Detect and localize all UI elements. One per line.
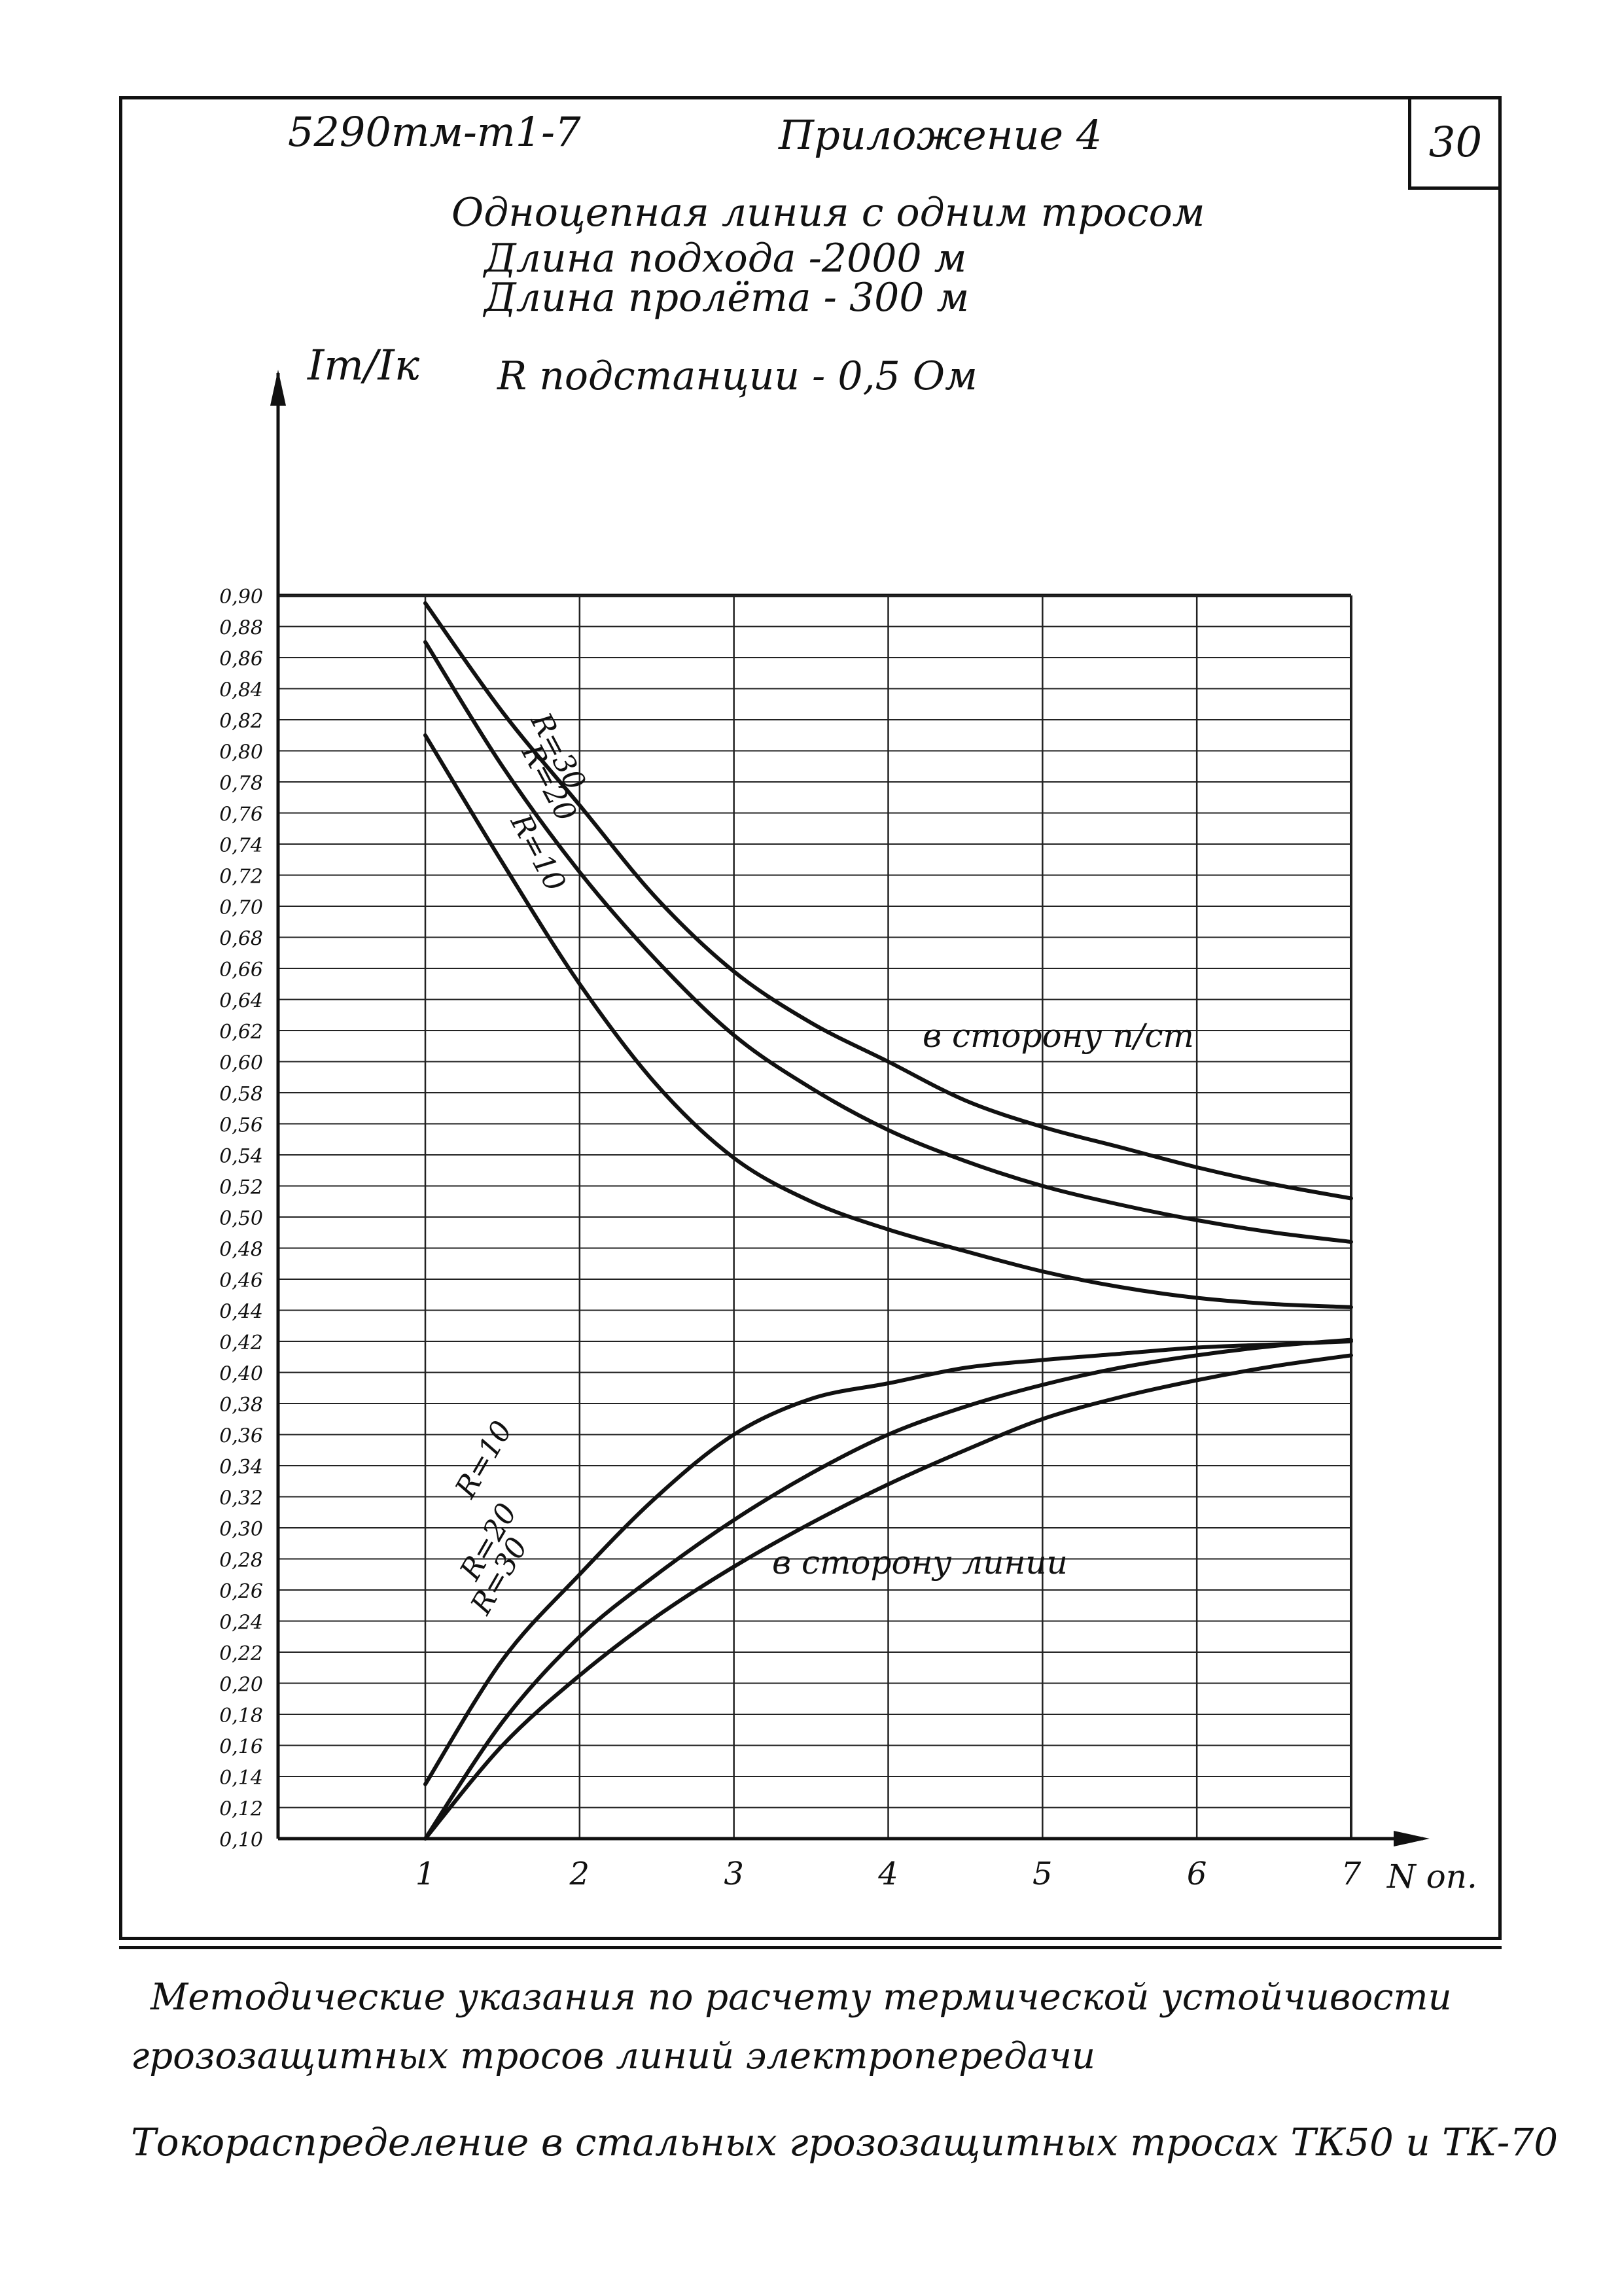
- sheet-number: 30: [1408, 98, 1500, 190]
- y-tick-label: 0,12: [219, 1798, 263, 1821]
- x-tick-label: 3: [724, 1856, 744, 1892]
- chart-title-line-2: Длина подхода -2000 м: [484, 236, 967, 281]
- y-tick-label: 0,26: [219, 1580, 263, 1603]
- chart-title-line-1: Одноцепная линия с одним тросом: [451, 190, 1205, 236]
- group-label-substation: в сторону п/ст: [923, 1017, 1194, 1055]
- y-tick-label: 0,86: [219, 648, 263, 671]
- y-tick-label: 0,66: [219, 959, 263, 981]
- y-tick-label: 0,74: [219, 834, 263, 857]
- document-code: 5290тм-т1-7: [288, 108, 581, 156]
- y-tick-label: 0,36: [219, 1425, 263, 1448]
- y-tick-label: 0,42: [219, 1332, 263, 1354]
- grid: [278, 593, 1352, 1839]
- footer-separator: [119, 1946, 1502, 1949]
- y-tick-label: 0,20: [219, 1674, 263, 1697]
- y-tick-label: 0,16: [219, 1736, 263, 1759]
- y-tick-label: 0,72: [219, 866, 263, 889]
- y-tick-label: 0,54: [219, 1145, 263, 1168]
- y-axis-label: Iт/Iк: [307, 342, 420, 390]
- y-tick-label: 0,68: [219, 928, 263, 951]
- y-tick-label: 0,64: [219, 990, 263, 1013]
- series-line-substation-r10: [423, 733, 1353, 1309]
- y-tick-label: 0,10: [219, 1829, 263, 1852]
- x-axis-label: N оп.: [1386, 1858, 1477, 1896]
- y-tick-label: 0,44: [219, 1301, 263, 1324]
- series-line-line-r10: [423, 1339, 1353, 1786]
- y-tick-label: 0,52: [219, 1176, 263, 1199]
- y-tick-label: 0,50: [219, 1207, 263, 1230]
- y-tick-label: 0,28: [219, 1549, 263, 1572]
- group-label-line: в сторону линии: [772, 1544, 1068, 1581]
- y-axis-arrowhead: [270, 370, 286, 406]
- y-tick-label: 0,30: [219, 1518, 263, 1541]
- axes: [270, 370, 1430, 1846]
- drawing-frame: [119, 96, 1502, 1940]
- y-tick-label: 0,80: [219, 741, 263, 764]
- x-tick-label: 7: [1341, 1856, 1362, 1892]
- x-axis-arrowhead: [1394, 1831, 1430, 1846]
- x-tick-label: 2: [569, 1856, 590, 1892]
- y-tick-label: 0,48: [219, 1239, 263, 1262]
- y-tick-label: 0,58: [219, 1083, 263, 1106]
- y-tick-label: 0,24: [219, 1612, 263, 1634]
- y-tick-label: 0,84: [219, 679, 263, 702]
- footer-line-3: Токораспределение в стальных грозозащитн…: [131, 2120, 1559, 2164]
- y-tick-label: 0,90: [219, 586, 263, 609]
- series-label: R=10: [449, 1415, 520, 1504]
- series-line-substation-r30: [423, 601, 1353, 1201]
- y-tick-label: 0,22: [219, 1642, 263, 1665]
- y-tick-label: 0,46: [219, 1269, 263, 1292]
- y-tick-label: 0,62: [219, 1021, 263, 1044]
- series-lines: [423, 601, 1353, 1841]
- x-tick-label: 6: [1187, 1856, 1207, 1892]
- x-tick-label: 1: [415, 1856, 436, 1892]
- y-tick-label: 0,40: [219, 1363, 263, 1386]
- substation-resistance: R подстанции - 0,5 Ом: [497, 353, 978, 399]
- y-tick-label: 0,76: [219, 804, 263, 826]
- x-tick-label: 4: [877, 1856, 898, 1892]
- x-tick-label: 5: [1032, 1856, 1053, 1892]
- footer-line-1: Методические указания по расчету термиче…: [150, 1976, 1452, 2019]
- y-tick-label: 0,60: [219, 1052, 263, 1075]
- y-tick-label: 0,32: [219, 1487, 263, 1510]
- y-tick-labels: 0,10 0,12 0,14 0,16 0,18 0,20 0,22 0,24 0,26 0,28…: [219, 586, 263, 1852]
- y-tick-label: 0,88: [219, 617, 263, 640]
- y-tick-label: 0,18: [219, 1704, 263, 1727]
- x-tick-labels: 1 2 3 4 5 6 7: [415, 1856, 1362, 1892]
- series-line-line-r30: [423, 1353, 1353, 1841]
- y-tick-label: 0,78: [219, 772, 263, 795]
- y-tick-label: 0,14: [219, 1767, 263, 1790]
- y-tick-label: 0,56: [219, 1114, 263, 1137]
- y-tick-label: 0,70: [219, 896, 263, 919]
- series-line-substation-r20: [423, 640, 1353, 1244]
- series-line-line-r20: [423, 1337, 1353, 1841]
- appendix-label: Приложение 4: [779, 111, 1102, 159]
- y-tick-label: 0,34: [219, 1456, 263, 1479]
- chart-title-line-3: Длина пролёта - 300 м: [484, 275, 970, 321]
- footer-line-2: грозозащитных тросов линий электропереда…: [131, 2035, 1096, 2077]
- y-tick-label: 0,38: [219, 1394, 263, 1417]
- y-tick-label: 0,82: [219, 710, 263, 733]
